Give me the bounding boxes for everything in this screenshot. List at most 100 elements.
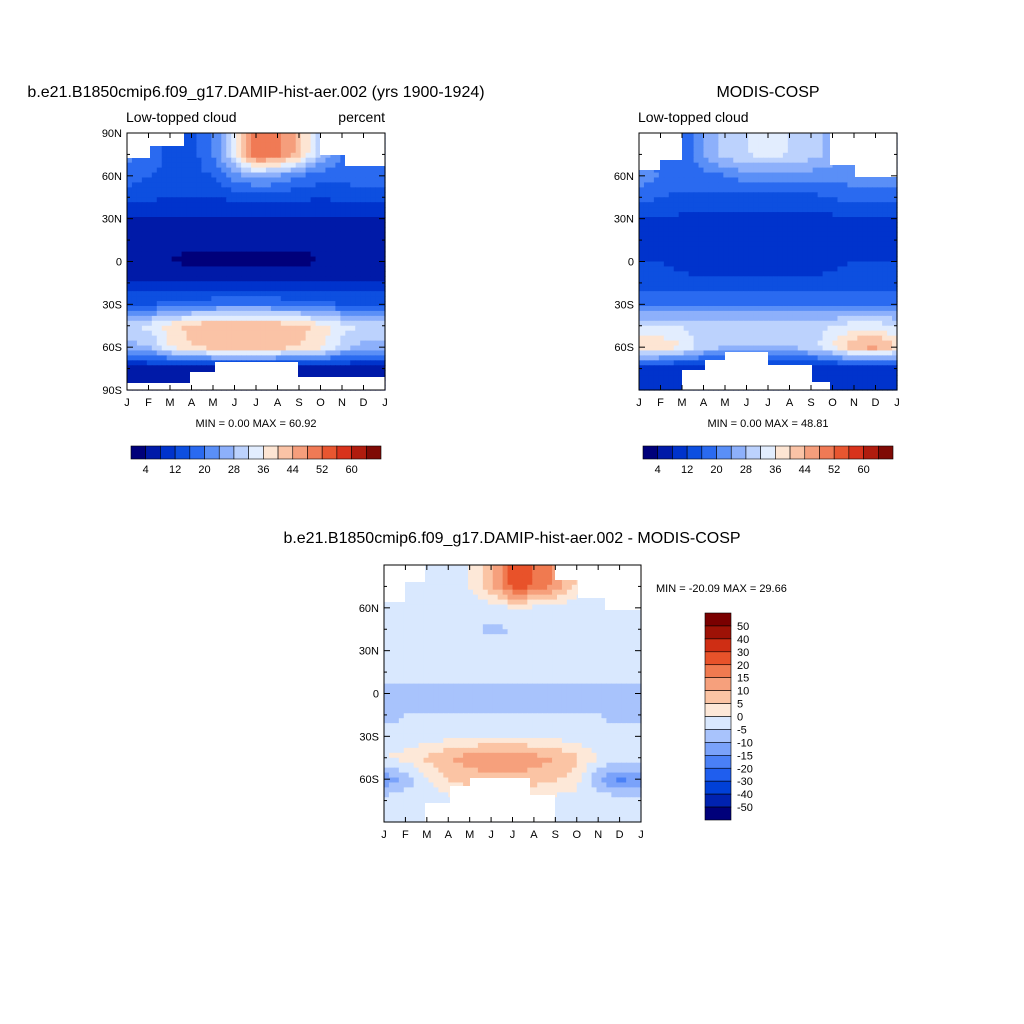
heatmap-cell	[708, 335, 715, 342]
heatmap-cell	[857, 320, 863, 327]
heatmap-cell	[658, 236, 665, 243]
heatmap-cell	[251, 137, 257, 144]
heatmap-cell	[643, 172, 650, 179]
heatmap-cell	[236, 335, 242, 342]
heatmap-cell	[365, 335, 371, 342]
heatmap-cell	[753, 142, 759, 149]
heatmap-cell	[285, 236, 292, 243]
heatmap-cell	[797, 202, 804, 208]
heatmap-cell	[181, 162, 188, 169]
heatmap-cell	[256, 350, 262, 356]
heatmap-cell	[305, 221, 312, 228]
heatmap-cell	[718, 177, 724, 184]
heatmap-cell	[211, 207, 217, 213]
heatmap-cell	[256, 281, 262, 287]
heatmap-cell	[226, 345, 232, 352]
heatmap-cell	[176, 256, 183, 263]
heatmap-cell	[797, 137, 804, 144]
heatmap-cell	[146, 167, 153, 174]
heatmap-cell	[176, 340, 183, 347]
heatmap-cell	[877, 315, 883, 322]
heatmap-cell	[777, 212, 784, 218]
heatmap-cell	[196, 286, 203, 292]
heatmap-cell	[703, 335, 710, 342]
heatmap-cell	[658, 330, 665, 337]
heatmap-cell	[748, 310, 754, 317]
heatmap-cell	[260, 231, 267, 238]
x-tick-label: J	[253, 397, 259, 409]
heatmap-cell	[837, 296, 844, 302]
heatmap-cell	[639, 291, 645, 297]
heatmap-cell	[728, 207, 734, 213]
heatmap-cell	[186, 152, 193, 159]
heatmap-cell	[693, 187, 700, 193]
heatmap-cell	[723, 187, 729, 193]
heatmap-cell	[862, 212, 868, 218]
heatmap-cell	[787, 296, 794, 302]
heatmap-cell	[703, 207, 710, 213]
heatmap-cell	[827, 330, 834, 337]
heatmap-cell	[802, 162, 809, 169]
heatmap-cell	[176, 315, 183, 322]
heatmap-cell	[653, 231, 660, 238]
heatmap-cell	[867, 286, 873, 292]
heatmap-cell	[643, 246, 650, 253]
heatmap-cell	[787, 281, 794, 287]
heatmap-cell	[782, 137, 789, 144]
heatmap-cell	[216, 157, 222, 164]
heatmap-cell	[698, 315, 705, 322]
heatmap-cell	[817, 226, 824, 233]
heatmap-cell	[310, 261, 317, 268]
heatmap-cell	[648, 330, 655, 337]
heatmap-cell	[812, 177, 819, 184]
heatmap-cell	[191, 325, 198, 332]
heatmap-cell	[290, 157, 297, 164]
heatmap-cell	[817, 197, 824, 203]
y-tick-label: 30N	[102, 214, 122, 226]
heatmap-cell	[310, 172, 317, 179]
heatmap-cell	[847, 266, 853, 272]
colorbar-swatch	[145, 445, 161, 460]
heatmap-cell	[847, 256, 853, 263]
heatmap-cell	[842, 217, 848, 223]
heatmap-cell	[688, 147, 695, 154]
heatmap-cell	[176, 217, 183, 223]
heatmap-cell	[738, 261, 744, 268]
heatmap-cell	[648, 271, 655, 277]
heatmap-cell	[231, 157, 237, 164]
heatmap-cell	[733, 251, 739, 258]
heatmap-cell	[375, 226, 381, 233]
heatmap-cell	[141, 340, 148, 347]
heatmap-cell	[365, 310, 371, 317]
heatmap-cell	[166, 197, 173, 203]
heatmap-cell	[256, 291, 262, 297]
colorbar-label: 28	[228, 464, 240, 476]
heatmap-cell	[852, 192, 858, 198]
heatmap-cell	[206, 335, 212, 342]
heatmap-cell	[728, 310, 734, 317]
heatmap-cell	[827, 251, 834, 258]
heatmap-cell	[325, 197, 332, 203]
heatmap-cell	[365, 320, 371, 327]
heatmap-cell	[688, 330, 695, 337]
heatmap-cell	[241, 177, 247, 184]
heatmap-cell	[837, 276, 844, 282]
heatmap-cell	[643, 261, 650, 268]
heatmap-cell	[315, 157, 322, 164]
heatmap-cell	[792, 271, 799, 277]
heatmap-cell	[380, 271, 386, 277]
heatmap-cell	[867, 291, 873, 297]
heatmap-cell	[241, 202, 247, 208]
heatmap-cell	[733, 301, 739, 307]
heatmap-cell	[171, 350, 178, 356]
heatmap-cell	[370, 291, 376, 297]
heatmap-cell	[817, 330, 824, 337]
heatmap-cell	[658, 226, 665, 233]
heatmap-cell	[146, 246, 153, 253]
heatmap-cell	[355, 305, 361, 312]
heatmap-cell	[832, 212, 839, 218]
heatmap-cell	[161, 197, 168, 203]
heatmap-cell	[872, 182, 878, 188]
heatmap-cell	[310, 360, 317, 366]
heatmap-cell	[355, 192, 361, 198]
